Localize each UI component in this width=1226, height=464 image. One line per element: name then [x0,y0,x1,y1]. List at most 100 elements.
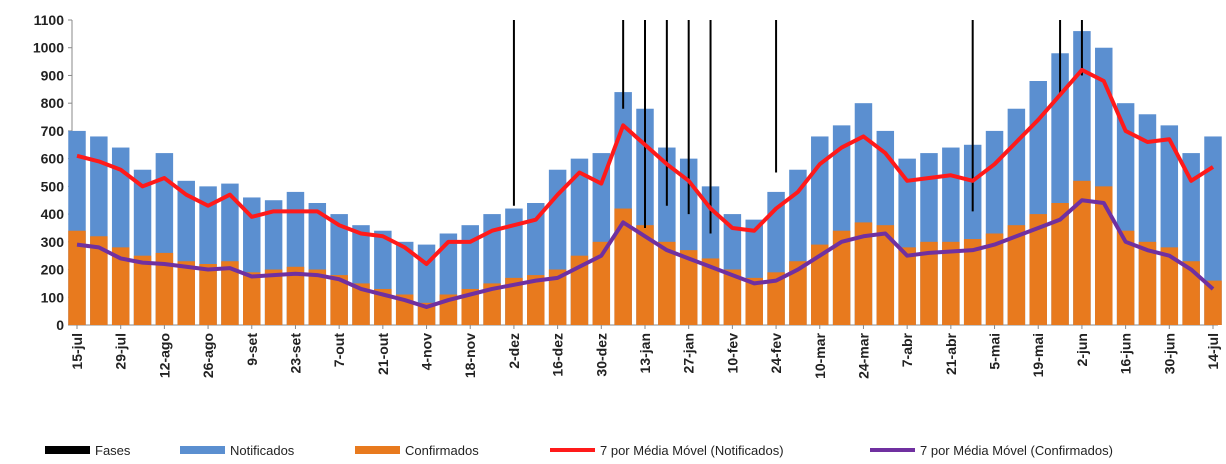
bar [767,272,785,325]
bar [1204,136,1222,325]
x-tick-label: 12-ago [156,333,172,378]
x-tick-label: 23-set [287,333,303,374]
bar [264,269,283,325]
bar [1007,225,1026,325]
bar [832,230,851,325]
bar [1204,280,1222,325]
bar [352,283,370,325]
x-tick-label: 2-dez [506,333,522,369]
x-tick-label: 4-nov [419,333,435,371]
bar [1029,214,1047,325]
line [76,198,1215,309]
y-tick-label: 100 [41,289,65,305]
bar [1138,241,1157,325]
bar [1182,261,1200,325]
bar [177,261,195,325]
legend-label: Confirmados [405,443,479,458]
x-tick-label: 24-fev [768,333,784,374]
x-tick-label: 13-jan [637,333,653,373]
bar [111,247,130,325]
x-tick-label: 15-jul [69,333,85,370]
bar [723,269,742,325]
legend-label: Notificados [230,443,295,458]
bar [505,277,523,325]
bar [417,302,436,325]
bar [985,233,1004,325]
bar [876,225,895,325]
y-tick-label: 1100 [34,12,65,28]
y-tick-label: 500 [41,178,65,194]
x-tick-label: 7-out [331,333,347,368]
y-tick-label: 600 [41,151,65,167]
y-tick-label: 900 [41,67,65,83]
bar [898,247,916,325]
bar [614,208,632,325]
x-tick-label: 16-jun [1118,333,1134,374]
bar [679,250,698,325]
bar [548,269,567,325]
x-tick-label: 30-jun [1161,333,1177,374]
y-tick-label: 800 [41,95,65,111]
y-tick-label: 300 [41,234,65,250]
bar [461,288,479,325]
x-tick-label: 18-nov [462,333,478,378]
x-tick-label: 21-abr [943,332,959,375]
legend-swatch [180,446,225,454]
bar [330,275,348,325]
bar [811,244,829,325]
bar [1073,180,1091,325]
x-tick-label: 16-dez [550,333,566,377]
x-tick-label: 5-mai [987,333,1003,370]
bar [658,241,676,325]
bar [570,255,589,325]
legend-label: Fases [95,443,131,458]
x-tick-label: 21-out [375,333,391,375]
legend: Fases Notificados Confirmados 7 por Média M… [45,443,1113,458]
x-tick-label: 19-mai [1030,333,1046,377]
bar [592,241,611,325]
legend-swatch [355,446,400,454]
bar [286,266,305,325]
bar [374,288,392,325]
x-tick-label: 7-abr [899,332,915,367]
y-tick-label: 700 [41,123,65,139]
bar [221,261,239,325]
x-tick-label: 10-fev [724,333,740,374]
bar [243,272,261,325]
x-tick-label: 14-jul [1205,333,1221,370]
bar [90,236,108,325]
bar [636,225,654,325]
x-tick-label: 27-jan [681,333,697,373]
bar [527,275,545,325]
bar [942,241,960,325]
legend-label: 7 por Média Móvel (Notificados) [600,443,784,458]
x-tick-label: 26-ago [200,333,216,378]
legend-swatch [45,446,90,454]
bar [199,264,217,325]
x-tick-label: 30-dez [593,333,609,377]
bar [133,255,152,325]
bar [963,239,982,325]
x-tick-label: 9-set [244,333,260,366]
y-tick-label: 1000 [33,40,64,56]
bar [483,283,501,325]
bar [68,230,86,325]
bar [854,222,873,325]
bar [789,261,807,325]
y-tick-label: 400 [41,206,65,222]
bar [1116,230,1135,325]
bar [155,252,174,325]
x-tick-label: 2-jun [1074,333,1090,366]
x-tick-label: 24-mar [855,332,871,378]
x-tick-label: 29-jul [113,333,129,370]
legend-label: 7 por Média Móvel (Confirmados) [920,443,1113,458]
bar [1160,247,1179,325]
bar [1095,186,1113,325]
bar [308,269,327,325]
y-tick-label: 200 [41,262,65,278]
y-tick-label: 0 [56,317,64,333]
bar [745,277,763,325]
bar [1051,203,1069,325]
bar [701,258,720,325]
